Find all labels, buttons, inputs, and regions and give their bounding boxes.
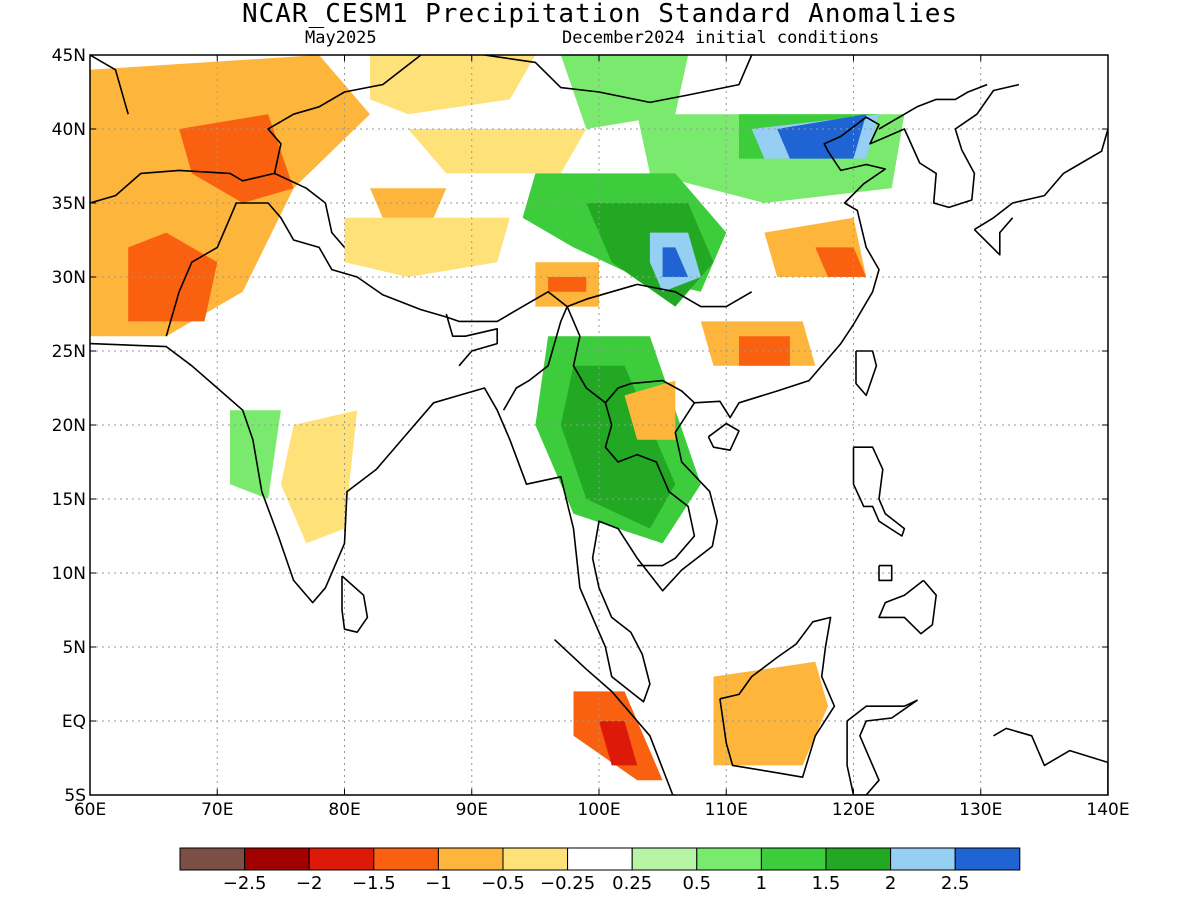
coastline xyxy=(341,575,369,634)
coastline xyxy=(604,402,696,567)
anomaly-region xyxy=(370,55,536,115)
coastline xyxy=(878,579,938,635)
y-tick-label: 45N xyxy=(52,46,86,66)
colorbar-swatch xyxy=(373,847,439,871)
y-tick-label: 5S xyxy=(64,786,86,806)
coastline xyxy=(973,217,1014,256)
y-tick-label: 20N xyxy=(52,416,86,436)
y-tick-label: EQ xyxy=(62,712,86,732)
coastline xyxy=(846,699,918,795)
coastline xyxy=(566,283,753,308)
chart-title: NCAR_CESM1 Precipitation Standard Anomal… xyxy=(241,0,959,29)
y-tick-label: 10N xyxy=(52,564,86,584)
x-tick-label: 120E xyxy=(832,800,875,820)
colorbar-label: 1.5 xyxy=(812,873,841,894)
anomaly-region xyxy=(548,277,587,292)
x-tick-label: 60E xyxy=(74,800,106,820)
colorbar-label: 0.25 xyxy=(612,873,652,894)
x-tick-label: 130E xyxy=(959,800,1002,820)
x-tick-label: 90E xyxy=(456,800,488,820)
coastline xyxy=(719,616,836,779)
coastline xyxy=(852,446,906,537)
coastline xyxy=(445,313,499,367)
x-tick-label: 110E xyxy=(705,800,748,820)
coastline xyxy=(90,55,422,204)
coastline xyxy=(993,727,1108,795)
colorbar-swatch xyxy=(308,847,375,871)
axis-ticks: 60E 70E 80E 90E 100E 110E 120E 130E 140E 45N 40N 35… xyxy=(52,46,1130,820)
coastline xyxy=(566,306,695,404)
colorbar-label: 0.5 xyxy=(682,873,711,894)
colorbar-label: −2 xyxy=(296,873,323,894)
anomaly-region xyxy=(280,410,358,544)
coastline xyxy=(855,350,878,397)
coastline xyxy=(274,172,346,248)
colorbar-swatch xyxy=(502,847,569,871)
forecast-month: May2025 xyxy=(305,28,377,48)
anomaly-region xyxy=(713,661,828,766)
coastline xyxy=(482,55,756,104)
anomaly-region xyxy=(599,721,638,766)
anomaly-field xyxy=(90,55,905,781)
colorbar-swatch xyxy=(825,847,892,871)
coastline xyxy=(878,83,988,130)
colorbar-label: −1.5 xyxy=(352,873,396,894)
y-tick-label: 40N xyxy=(52,120,86,140)
colorbar-label: 1 xyxy=(756,873,767,894)
anomaly-region xyxy=(179,114,294,203)
anomaly-region xyxy=(662,247,689,277)
colorbar-swatch xyxy=(244,847,310,871)
x-tick-label: 80E xyxy=(328,800,360,820)
y-tick-label: 25N xyxy=(52,342,86,362)
anomaly-region xyxy=(777,114,867,159)
colorbar-swatch xyxy=(179,847,246,871)
coastline xyxy=(553,639,676,795)
colorbar-label: −0.25 xyxy=(540,873,595,894)
x-tick-label: 100E xyxy=(577,800,620,820)
colorbar-label: −1 xyxy=(425,873,452,894)
colorbar-swatch xyxy=(890,847,956,871)
anomaly-region xyxy=(128,232,218,322)
anomaly-region xyxy=(344,217,510,277)
y-tick-label: 15N xyxy=(52,490,86,510)
coastline xyxy=(707,422,740,452)
colorbar-swatch xyxy=(696,847,762,871)
y-tick-label: 35N xyxy=(52,194,86,214)
coastline xyxy=(878,564,893,582)
colorbar-label: −2.5 xyxy=(223,873,267,894)
anomaly-region xyxy=(408,129,587,174)
colorbar-label: 2.5 xyxy=(941,873,970,894)
x-tick-label: 140E xyxy=(1086,800,1129,820)
colorbar-label: 2 xyxy=(885,873,896,894)
coastlines-and-borders xyxy=(90,55,1108,795)
colorbar-swatch xyxy=(954,847,1021,871)
coastline xyxy=(90,55,129,115)
y-tick-label: 5N xyxy=(62,638,86,658)
colorbar-label: −0.5 xyxy=(481,873,525,894)
coastline xyxy=(90,83,1020,703)
colorbar: −2.5 −2 −1.5 −1 −0.5 −0.25 0.25 0.5 1 1.5 2 2.5 xyxy=(179,847,1021,894)
colorbar-swatch xyxy=(760,847,827,871)
y-tick-label: 30N xyxy=(52,268,86,288)
x-tick-label: 70E xyxy=(201,800,233,820)
anomaly-region xyxy=(560,55,689,129)
colorbar-swatch xyxy=(437,847,504,871)
colorbar-swatch xyxy=(631,847,698,871)
coastline xyxy=(165,202,569,411)
colorbar-swatch xyxy=(567,847,633,871)
anomaly-region xyxy=(739,336,790,366)
initial-conditions: December2024 initial conditions xyxy=(562,28,880,48)
coastline xyxy=(973,128,1108,231)
anomaly-region xyxy=(560,365,676,529)
